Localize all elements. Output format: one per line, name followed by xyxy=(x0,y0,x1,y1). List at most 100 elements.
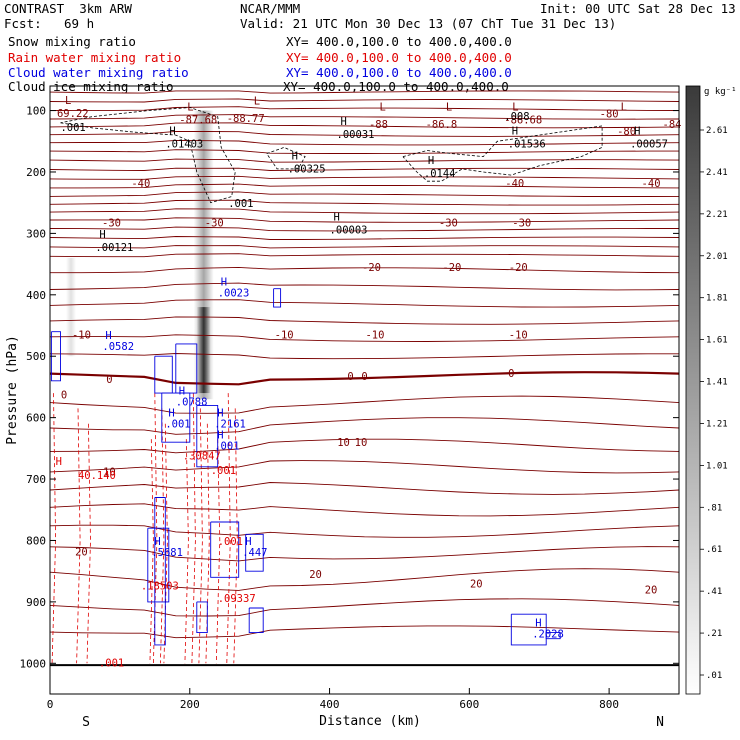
rain-contour xyxy=(198,408,203,664)
field-xy-cloud-water: XY= 400.0,100.0 to 400.0,400.0 xyxy=(286,65,512,80)
org-name: NCAR/MMM xyxy=(240,1,301,16)
rain-contour xyxy=(215,439,221,664)
isotherm xyxy=(50,226,679,232)
colorbar-tick-label: 2.01 xyxy=(706,252,728,262)
y-tick-label: 100 xyxy=(26,105,46,118)
isotherm-label: -30 xyxy=(439,217,458,229)
snow-max-value: .00003 xyxy=(330,224,368,236)
forecast-hours: 69 h xyxy=(64,16,95,31)
rain-label: .001 xyxy=(211,465,236,477)
isotherm xyxy=(50,130,679,137)
isotherm xyxy=(50,199,679,206)
x-end-left: S xyxy=(82,715,90,730)
colorbar: g kg⁻¹ 2.61 2.41 2.21 2.01 1.81 1.61 1.41 1.21 1… xyxy=(685,85,737,695)
snow-contour xyxy=(402,125,603,182)
isotherm xyxy=(50,253,679,258)
y-tick-label: 900 xyxy=(26,596,46,609)
isotherm xyxy=(50,217,679,223)
plot-frame xyxy=(49,85,680,695)
rain-contour xyxy=(184,439,189,664)
isotherm-label: -30 xyxy=(102,217,121,229)
rain-label: .001 xyxy=(218,536,243,548)
field-label-rain: Rain water mixing ratio xyxy=(8,50,182,65)
isotherm-label: -88.77 xyxy=(227,113,265,125)
axes: 0 200 400 600 800100200300400500600700800900… xyxy=(20,105,679,711)
colorbar-tick-label: .41 xyxy=(706,587,722,597)
rain-contour xyxy=(191,393,196,664)
isotherm xyxy=(50,460,679,474)
low-value: -86.68 xyxy=(504,115,542,127)
cloud-water-max-value: .2161 xyxy=(214,418,246,430)
isotherm-label: -20 xyxy=(509,262,528,274)
low-value: 69.22 xyxy=(57,108,89,120)
isotherm-label: -20 xyxy=(362,262,381,274)
isotherm-label: -40 xyxy=(505,178,524,190)
isotherm xyxy=(50,114,679,120)
cloud-water-max-value: .447 xyxy=(242,547,267,559)
cloud-water-max-marker: H xyxy=(245,536,251,548)
snow-label: .001 xyxy=(60,122,85,134)
x-tick-label: 0 xyxy=(47,698,54,711)
snow-max-marker: H xyxy=(334,211,340,223)
isotherm xyxy=(50,438,679,454)
isotherm xyxy=(50,598,679,617)
snow-max-value: .00057 xyxy=(630,138,668,150)
x-tick-label: 200 xyxy=(180,698,200,711)
x-tick-label: 800 xyxy=(599,698,619,711)
colorbar-unit: g kg⁻¹ xyxy=(704,87,737,97)
rain-contours xyxy=(51,393,238,664)
isotherm-label: 0 xyxy=(106,374,112,386)
isotherm xyxy=(50,282,679,291)
snow-label: .001 xyxy=(228,198,253,210)
isotherm xyxy=(50,191,679,197)
rain-contour xyxy=(153,393,158,664)
cloud-water-contour xyxy=(196,404,219,468)
cloud-water-max-value: .001 xyxy=(165,418,190,430)
cloud-water-max-marker: H xyxy=(217,430,223,442)
isotherm xyxy=(50,316,679,325)
rain-max-value: .18503 xyxy=(141,581,179,593)
snow-max-marker: H xyxy=(169,125,175,137)
isotherm-label: -80 xyxy=(617,126,636,138)
isotherm xyxy=(50,175,679,180)
cloud-water-contour xyxy=(196,601,208,634)
isotherm-label: -20 xyxy=(442,262,461,274)
colorbar-tick-label: 1.21 xyxy=(706,419,728,429)
colorbar-tick-label: .21 xyxy=(706,629,722,639)
rain-label: .001 xyxy=(99,657,124,669)
rain-contour xyxy=(226,393,231,664)
snow-max-marker: H xyxy=(512,125,518,137)
rain-max-value: 40.140 xyxy=(78,470,116,482)
low-marker: L xyxy=(621,102,627,114)
snow-contours xyxy=(60,107,603,204)
snow-max-marker: H xyxy=(634,125,640,137)
field-xy-rain: XY= 400.0,100.0 to 400.0,400.0 xyxy=(286,50,512,65)
field-xy-snow: XY= 400.0,100.0 to 400.0,400.0 xyxy=(286,34,512,49)
cloud-water-contour xyxy=(248,607,264,634)
rain-contour xyxy=(86,423,91,664)
cloud-water-contour xyxy=(175,343,198,394)
cloud-water-contour xyxy=(273,288,282,308)
colorbar-tick-label: .61 xyxy=(706,545,722,555)
isotherm xyxy=(50,139,679,146)
y-tick-label: 500 xyxy=(26,350,46,363)
isotherm xyxy=(50,625,679,639)
snow-max-marker: H xyxy=(428,155,434,167)
field-label-snow: Snow mixing ratio xyxy=(8,34,136,49)
snow-max-value: .00325 xyxy=(288,164,326,176)
snow-max-marker: H xyxy=(292,151,298,163)
cloud-water-max-value: .5681 xyxy=(151,547,183,559)
cloud-water-contour xyxy=(510,613,547,646)
cloud-water-max-value: .0023 xyxy=(218,288,250,300)
colorbar-tick-label: 1.81 xyxy=(706,294,728,304)
rain-contour xyxy=(160,408,165,664)
cloud-water-contour xyxy=(147,527,170,603)
cloud-water-contour xyxy=(545,632,561,640)
cloud-water-max-value: .2028 xyxy=(532,628,564,640)
isotherm-label: -10 xyxy=(365,330,384,342)
valid-time: Valid: 21 UTC Mon 30 Dec 13 (07 ChT Tue … xyxy=(240,16,617,31)
low-marker: L xyxy=(65,95,71,107)
x-tick-label: 600 xyxy=(459,698,479,711)
snow-max-value: .01403 xyxy=(165,138,203,150)
